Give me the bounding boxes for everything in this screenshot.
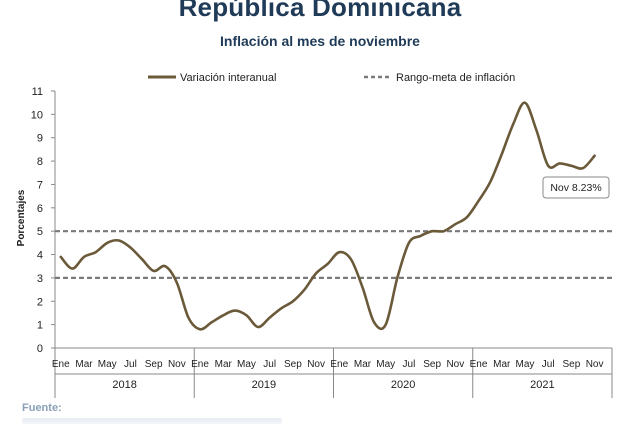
x-tick-label: Jul: [542, 359, 555, 370]
series-line: [59, 101, 596, 331]
y-tick-label: 9: [37, 133, 43, 145]
x-tick-label: Ene: [330, 359, 348, 370]
callout-box: [542, 176, 610, 199]
y-tick-label: 0: [37, 343, 43, 355]
y-tick-label: 11: [32, 86, 43, 98]
y-tick-label: 10: [31, 109, 43, 121]
x-tick-label: Sep: [284, 359, 302, 370]
x-tick-label: Mar: [493, 359, 511, 370]
source-label: Fuente:: [22, 402, 62, 414]
y-axis-label: Porcentajes: [16, 189, 27, 246]
x-tick-label: Sep: [145, 359, 163, 370]
y-tick-label: 1: [37, 320, 43, 332]
inflation-chart: Variación interanual Rango-meta de infla…: [16, 72, 613, 398]
y-tick-label: 5: [37, 226, 43, 238]
x-tick-label: Sep: [423, 359, 441, 370]
x-tick-label: Jul: [263, 359, 276, 370]
legend-label-variacion: Variación interanual: [180, 72, 276, 84]
year-label: 2020: [391, 379, 415, 391]
x-tick-label: Mar: [75, 359, 93, 370]
y-tick-label: 3: [37, 273, 43, 285]
x-tick-label: Ene: [470, 359, 488, 370]
x-tick-label: Mar: [215, 359, 233, 370]
x-tick-label: Nov: [446, 359, 464, 370]
x-tick-label: Nov: [586, 359, 604, 370]
chart-subtitle: Inflación al mes de noviembre: [220, 33, 420, 49]
x-tick-label: Nov: [168, 359, 186, 370]
page-title: República Dominicana: [178, 0, 462, 22]
y-tick-label: 2: [37, 296, 43, 308]
y-tick-label: 7: [37, 179, 43, 191]
series-path-variacion: [59, 101, 596, 331]
year-label: 2019: [252, 379, 276, 391]
callout-text: Nov 8.23%: [550, 182, 601, 194]
x-tick-label: Ene: [191, 359, 209, 370]
x-tick-label: May: [98, 359, 117, 370]
x-tick-label: May: [516, 359, 535, 370]
x-tick-label: Jul: [403, 359, 416, 370]
x-tick-label: May: [237, 359, 256, 370]
y-tick-label: 6: [37, 203, 43, 215]
x-tick-label: Ene: [52, 359, 70, 370]
target-range-lines: [55, 230, 612, 280]
x-tick-label: Jul: [124, 359, 137, 370]
axes: 0 1 2 3 4 5 6 7 8 9 10 11 Ene Mar May Jul Sep Nov 2018 Ene M…: [31, 86, 613, 398]
y-tick-label: 8: [37, 156, 43, 168]
legend-label-rango-meta: Rango-meta de inflación: [396, 72, 515, 84]
x-tick-label: Mar: [354, 359, 372, 370]
year-label: 2018: [112, 379, 136, 391]
x-tick-label: May: [376, 359, 395, 370]
last-value-callout: Nov 8.23%: [542, 176, 610, 199]
x-tick-label: Sep: [562, 359, 580, 370]
year-label: 2021: [530, 379, 554, 391]
legend: Variación interanual Rango-meta de infla…: [148, 72, 515, 84]
source-text-blurred: [22, 418, 282, 424]
y-tick-label: 4: [37, 250, 43, 262]
x-tick-label: Nov: [307, 359, 325, 370]
